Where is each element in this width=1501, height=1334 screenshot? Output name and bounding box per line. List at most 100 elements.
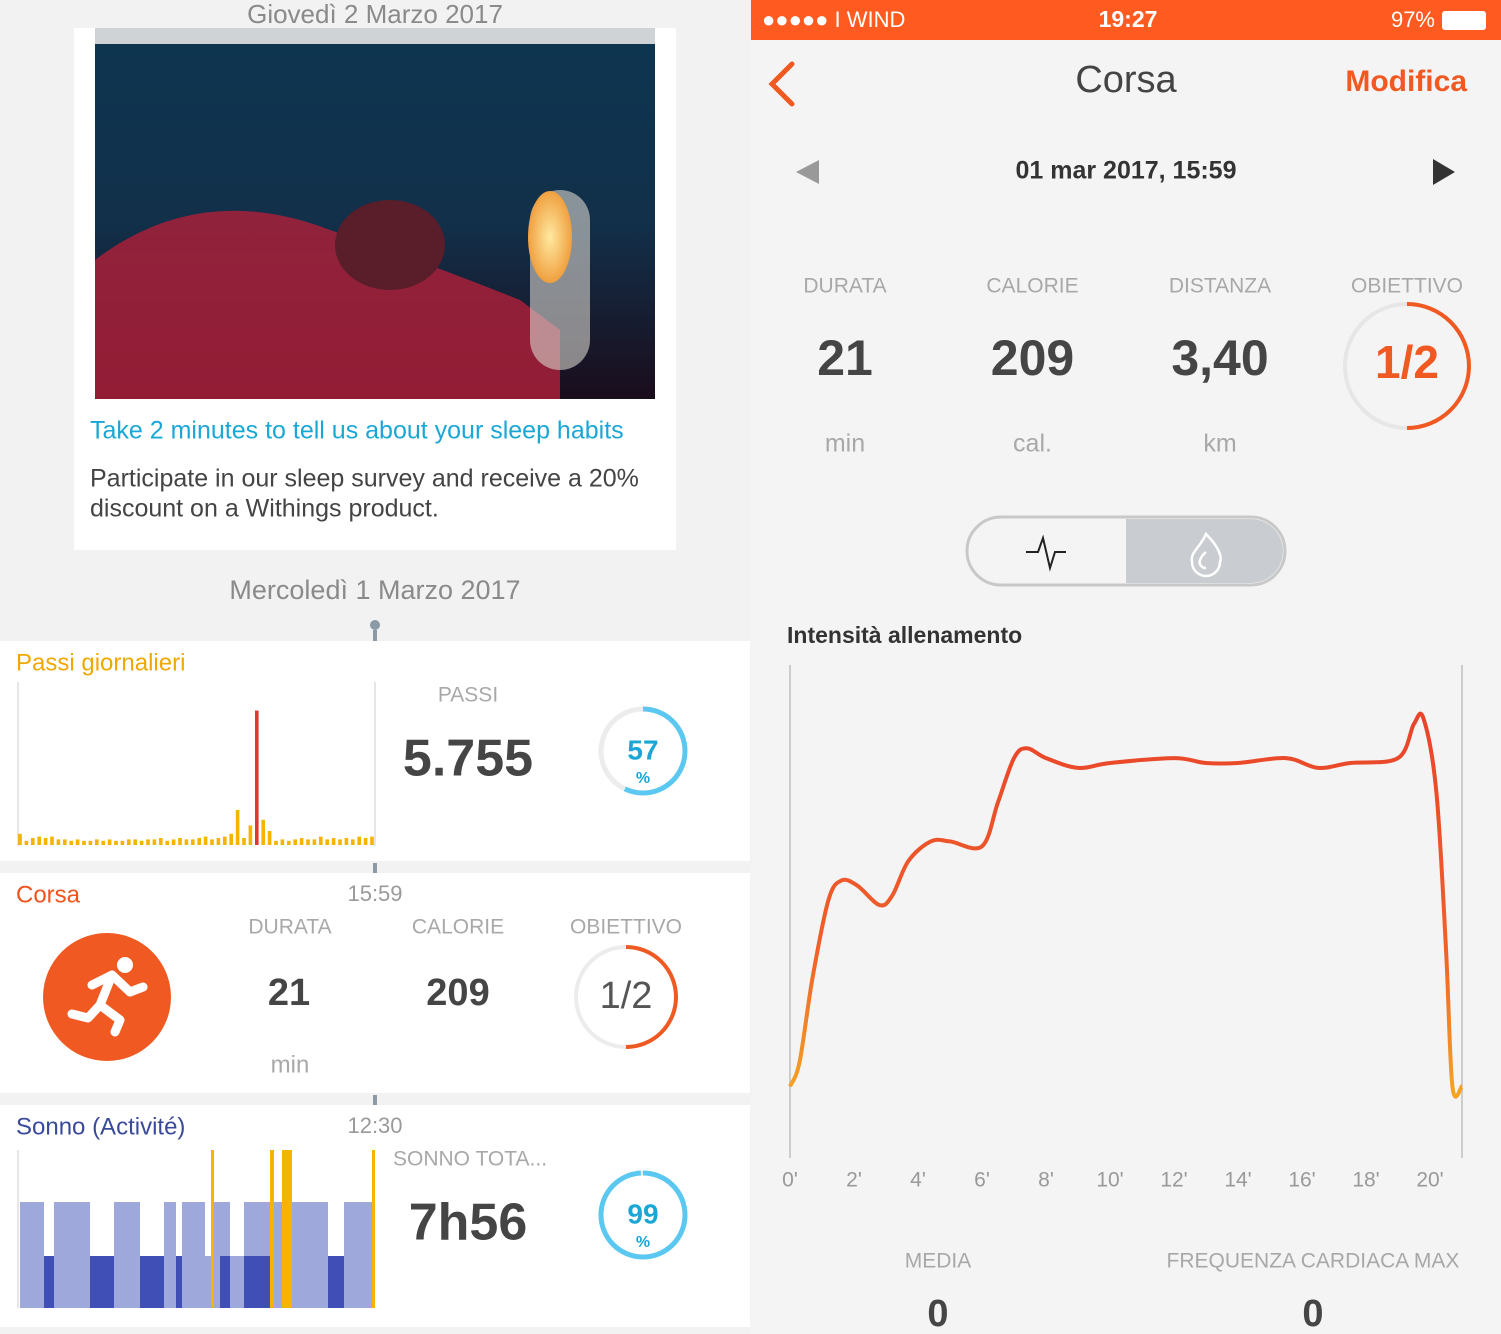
bar	[280, 839, 285, 845]
photo-lamp	[528, 191, 572, 283]
stat-unit: cal.	[1013, 430, 1052, 458]
stat-unit: min	[825, 430, 865, 458]
bar	[306, 839, 310, 845]
stat-label: DISTANZA	[1169, 275, 1271, 298]
runner	[67, 957, 148, 1037]
x-tick-label: 18'	[1352, 1169, 1379, 1192]
stat-label: PASSI	[438, 684, 498, 707]
bar	[319, 836, 323, 845]
x-tick-label: 2'	[846, 1169, 862, 1192]
x-tick-label: 16'	[1288, 1169, 1315, 1192]
bar	[357, 836, 361, 845]
ring-unit: %	[636, 1234, 650, 1251]
stat-label: OBIETTIVO	[570, 916, 682, 939]
stat-value: 3,40	[1171, 330, 1268, 386]
bar	[267, 831, 272, 845]
card-time: 15:59	[347, 881, 402, 906]
nav-title: Corsa	[1075, 59, 1177, 101]
bar	[210, 839, 214, 845]
stat-value: 21	[268, 972, 310, 1014]
bar	[101, 840, 105, 845]
ring-value: 99	[627, 1198, 658, 1229]
battery-icon	[1442, 11, 1486, 30]
x-tick-label: 20'	[1416, 1169, 1443, 1192]
bar	[370, 836, 374, 845]
bar	[248, 825, 253, 845]
stat-value: 21	[817, 330, 873, 386]
bar	[31, 838, 35, 845]
bar	[63, 839, 67, 845]
bar	[133, 839, 137, 845]
bar	[325, 839, 329, 845]
x-tick-label: 14'	[1224, 1169, 1251, 1192]
ring-progress	[1406, 302, 1471, 430]
detail-bg	[751, 0, 1501, 1334]
bar	[24, 840, 29, 845]
x-tick-label: 8'	[1038, 1169, 1054, 1192]
stat-value: 0	[1302, 1293, 1323, 1334]
bar	[107, 839, 112, 845]
bar	[165, 840, 169, 845]
ring-progress	[625, 945, 678, 1049]
ring-progress	[598, 706, 688, 796]
carrier: ●●●●● I WIND	[762, 7, 905, 32]
stat-label: SONNO TOTA...	[393, 1148, 547, 1171]
stat-value: 209	[426, 972, 489, 1014]
flame-icon[interactable]	[1190, 531, 1222, 578]
photo-bed	[95, 210, 560, 399]
bar	[229, 833, 233, 845]
bar	[139, 840, 144, 845]
bar	[159, 838, 163, 845]
bar	[178, 838, 182, 845]
back-button[interactable]	[768, 61, 795, 107]
bar	[223, 836, 227, 845]
edit-button[interactable]: Modifica	[1345, 65, 1467, 98]
bar	[338, 839, 342, 845]
bar	[43, 838, 48, 845]
heart-icon[interactable]	[1026, 534, 1066, 572]
bar	[255, 710, 259, 845]
stat-value: 7h56	[409, 1194, 528, 1252]
bar	[191, 839, 195, 845]
promo-title[interactable]: Take 2 minutes to tell us about your sle…	[90, 417, 624, 445]
bar	[363, 838, 368, 845]
ring-progress	[598, 1170, 688, 1260]
bar	[242, 838, 246, 845]
bar	[50, 836, 54, 845]
bar	[127, 839, 131, 845]
bar	[203, 836, 208, 845]
photo-fade	[95, 28, 655, 44]
sleep-chart	[17, 1150, 375, 1308]
stat-unit: km	[1203, 430, 1236, 458]
bar	[261, 819, 265, 845]
ring-value: 57	[627, 734, 658, 765]
stat-label: DURATA	[248, 916, 331, 939]
date-header: Mercoledì 1 Marzo 2017	[229, 575, 520, 605]
bar	[95, 839, 99, 845]
goal-value: 1/2	[1375, 336, 1439, 388]
bar	[274, 840, 278, 845]
stat-value: 0	[927, 1293, 948, 1334]
prev-button[interactable]	[796, 160, 819, 184]
bar	[56, 839, 61, 845]
photo-person	[335, 200, 445, 290]
bar	[120, 840, 125, 845]
clock: 19:27	[1099, 6, 1158, 32]
card-time: 12:30	[347, 1113, 402, 1138]
card-title: Sonno (Activité)	[16, 1113, 185, 1140]
ring-unit: %	[636, 770, 650, 787]
bar	[344, 838, 349, 845]
next-button[interactable]	[1433, 159, 1455, 185]
toggle-selected[interactable]	[1126, 519, 1283, 583]
bar	[69, 840, 73, 845]
bar	[37, 836, 41, 845]
stat-unit: min	[271, 1051, 310, 1078]
stat-label: MEDIA	[905, 1250, 972, 1273]
stat-label: CALORIE	[986, 275, 1078, 298]
bar	[184, 839, 189, 845]
session-date: 01 mar 2017, 15:59	[1015, 157, 1236, 185]
date-header: Giovedì 2 Marzo 2017	[247, 0, 503, 29]
card-title: Passi giornalieri	[16, 649, 185, 676]
